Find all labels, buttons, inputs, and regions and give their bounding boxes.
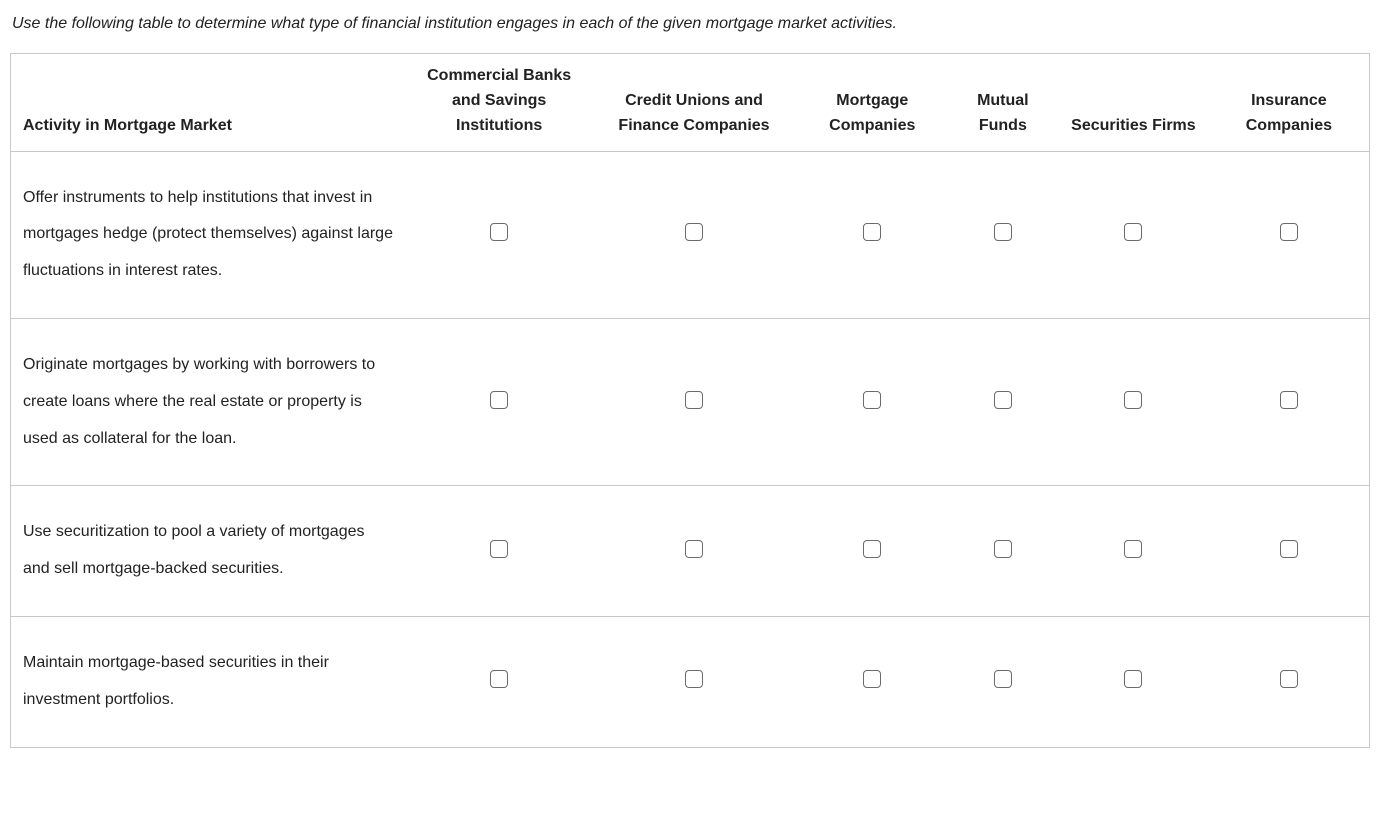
checkbox-r3-mortgage-companies[interactable] bbox=[863, 670, 881, 688]
checkbox-r0-mutual-funds[interactable] bbox=[994, 223, 1012, 241]
checkbox-r3-insurance-companies[interactable] bbox=[1280, 670, 1298, 688]
instruction-text: Use the following table to determine wha… bbox=[12, 12, 1370, 35]
table-header-row: Activity in Mortgage Market Commercial B… bbox=[11, 54, 1370, 151]
checkbox-r3-securities-firms[interactable] bbox=[1124, 670, 1142, 688]
page-root: Use the following table to determine wha… bbox=[0, 0, 1380, 768]
column-header-commercial-banks: Commercial Banks and Savings Institution… bbox=[407, 54, 591, 151]
checkbox-r2-mortgage-companies[interactable] bbox=[863, 540, 881, 558]
checkbox-r0-securities-firms[interactable] bbox=[1124, 223, 1142, 241]
checkbox-r2-commercial-banks[interactable] bbox=[490, 540, 508, 558]
checkbox-r2-credit-unions[interactable] bbox=[685, 540, 703, 558]
table-row: Use securitization to pool a variety of … bbox=[11, 486, 1370, 617]
checkbox-r3-credit-unions[interactable] bbox=[685, 670, 703, 688]
checkbox-r2-insurance-companies[interactable] bbox=[1280, 540, 1298, 558]
checkbox-r3-mutual-funds[interactable] bbox=[994, 670, 1012, 688]
checkbox-r1-commercial-banks[interactable] bbox=[490, 391, 508, 409]
column-header-mutual-funds: Mutual Funds bbox=[948, 54, 1058, 151]
table-row: Maintain mortgage-based securities in th… bbox=[11, 616, 1370, 747]
mortgage-activity-table: Activity in Mortgage Market Commercial B… bbox=[10, 53, 1370, 747]
activity-cell: Maintain mortgage-based securities in th… bbox=[11, 616, 408, 747]
checkbox-r3-commercial-banks[interactable] bbox=[490, 670, 508, 688]
column-header-credit-unions: Credit Unions and Finance Companies bbox=[591, 54, 797, 151]
column-header-insurance-companies: Insurance Companies bbox=[1209, 54, 1370, 151]
checkbox-r2-securities-firms[interactable] bbox=[1124, 540, 1142, 558]
checkbox-r1-mortgage-companies[interactable] bbox=[863, 391, 881, 409]
table-row: Originate mortgages by working with borr… bbox=[11, 318, 1370, 485]
column-header-securities-firms: Securities Firms bbox=[1058, 54, 1209, 151]
column-header-activity: Activity in Mortgage Market bbox=[11, 54, 408, 151]
checkbox-r0-insurance-companies[interactable] bbox=[1280, 223, 1298, 241]
checkbox-r1-credit-unions[interactable] bbox=[685, 391, 703, 409]
checkbox-r1-securities-firms[interactable] bbox=[1124, 391, 1142, 409]
table-row: Offer instruments to help institutions t… bbox=[11, 151, 1370, 318]
checkbox-r0-credit-unions[interactable] bbox=[685, 223, 703, 241]
checkbox-r1-insurance-companies[interactable] bbox=[1280, 391, 1298, 409]
checkbox-r0-commercial-banks[interactable] bbox=[490, 223, 508, 241]
column-header-mortgage-companies: Mortgage Companies bbox=[797, 54, 948, 151]
checkbox-r0-mortgage-companies[interactable] bbox=[863, 223, 881, 241]
checkbox-r2-mutual-funds[interactable] bbox=[994, 540, 1012, 558]
checkbox-r1-mutual-funds[interactable] bbox=[994, 391, 1012, 409]
activity-cell: Use securitization to pool a variety of … bbox=[11, 486, 408, 617]
activity-cell: Originate mortgages by working with borr… bbox=[11, 318, 408, 485]
activity-cell: Offer instruments to help institutions t… bbox=[11, 151, 408, 318]
